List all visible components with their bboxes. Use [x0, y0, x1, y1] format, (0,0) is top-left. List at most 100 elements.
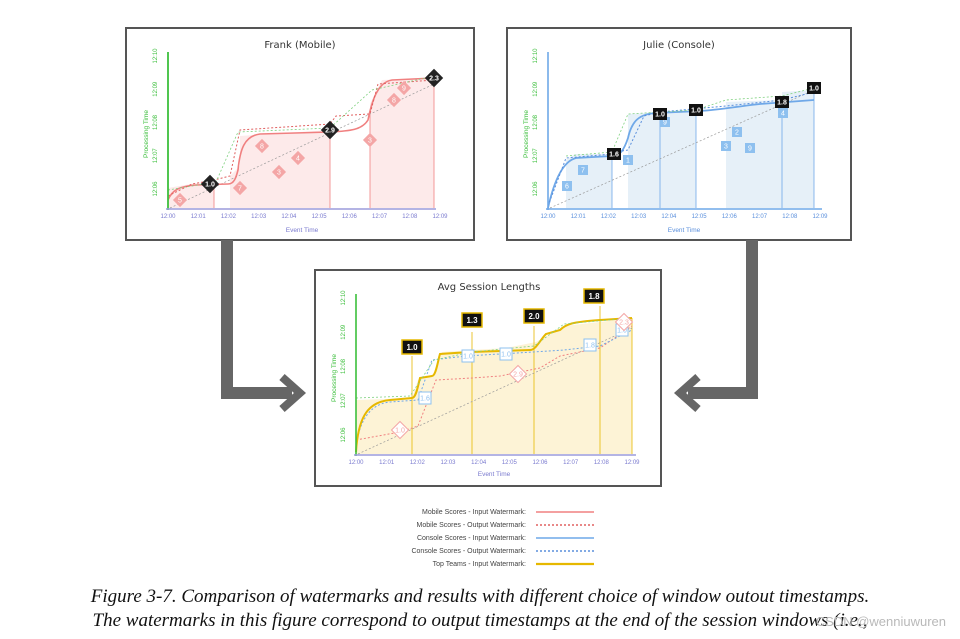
avg-result-marker: [523, 308, 545, 324]
frank-x-tick-label: 12:00: [160, 214, 176, 220]
frank-point-marker: [172, 192, 188, 208]
avg-result-label: 2.0: [528, 312, 540, 321]
legend-label: Console Scores - Input Watermark:: [417, 535, 526, 542]
frank-result-marker: [200, 174, 220, 194]
right-arrowhead: [673, 374, 701, 412]
avg-input-label: 1.0: [463, 354, 473, 361]
avg-x-tick-label: 12:09: [624, 460, 640, 466]
julie-result-label: 1.6: [609, 152, 619, 159]
frank-point-label: 7: [238, 186, 242, 193]
julie-y-tick-label: 12:07: [533, 148, 539, 164]
julie-point-marker: [623, 155, 633, 165]
avg-results: 1.0 1.3 2.0 1.8: [401, 288, 605, 355]
julie-ideal-line: [549, 89, 815, 209]
julie-output-watermark: [547, 91, 815, 207]
avg-result-label: 1.3: [466, 316, 478, 325]
frank-x-tick-label: 12:08: [402, 214, 418, 220]
julie-result-marker: [775, 96, 789, 108]
frank-y-tick-label: 12:08: [153, 114, 159, 130]
frank-x-ticks: 12:00 12:01 12:02 12:03 12:04 12:05 12:06 12:07…: [160, 214, 448, 220]
julie-point-marker: [562, 181, 572, 191]
frank-x-tick-label: 12:03: [251, 214, 267, 220]
avg-y-tick-label: 12:10: [341, 290, 347, 306]
frank-point-marker: [271, 164, 287, 180]
avg-y-tick-label: 12:07: [341, 393, 347, 409]
julie-point-label: 9: [663, 120, 667, 127]
julie-x-tick-label: 12:06: [722, 214, 738, 220]
frank-point-label: 8: [392, 98, 396, 105]
julie-y-axis-label: Processing Time: [523, 110, 530, 158]
frank-point-marker: [290, 150, 306, 166]
avg-session-panel: Avg Session Lengths Processing Time Even…: [314, 269, 662, 487]
frank-x-tick-label: 12:07: [372, 214, 388, 220]
avg-y-ticks: 12:06 12:07 12:08 12:09 12:10: [341, 290, 347, 443]
legend-label: Console Scores - Output Watermark:: [411, 548, 526, 555]
julie-window-fill-2: [628, 112, 660, 208]
avg-input-marker: [499, 347, 513, 361]
frank-result-marker: [320, 120, 340, 140]
avg-x-tick-label: 12:06: [532, 460, 548, 466]
avg-input-label: 2.9: [513, 372, 523, 379]
julie-x-tick-label: 12:02: [601, 214, 617, 220]
julie-point-marker: [578, 165, 588, 175]
julie-result-label: 1.0: [655, 112, 665, 119]
frank-x-tick-label: 12:05: [312, 214, 328, 220]
julie-x-tick-label: 12:09: [812, 214, 828, 220]
julie-x-tick-label: 12:04: [661, 214, 677, 220]
frank-x-axis-label: Event Time: [286, 227, 319, 234]
frank-mobile-panel: Frank (Mobile) Processing Time Event Tim…: [125, 27, 475, 241]
avg-input-label: 2.3: [619, 320, 629, 327]
avg-input-label: 1.0: [395, 428, 405, 435]
julie-data-points: 6 7 1 9 32 9 4: [562, 108, 788, 191]
julie-point-marker: [745, 143, 755, 153]
avg-input-label: 1.6: [420, 396, 430, 403]
frank-x-tick-label: 12:04: [281, 214, 297, 220]
avg-input-marker: [461, 349, 475, 363]
julie-window-fill-5: [782, 90, 814, 208]
frank-x-tick-label: 12:09: [432, 214, 448, 220]
legend-label: Mobile Scores - Input Watermark:: [422, 509, 526, 516]
julie-x-tick-label: 12:05: [692, 214, 708, 220]
julie-point-marker: [778, 108, 788, 118]
julie-point-label: 9: [748, 146, 752, 153]
frank-y-tick-label: 12:09: [153, 81, 159, 97]
julie-point-label: 2: [735, 130, 739, 137]
frank-point-marker: [386, 92, 402, 108]
frank-point-label: 3: [368, 138, 372, 145]
julie-window-fill-4: [726, 100, 782, 208]
julie-point-label: 4: [781, 111, 785, 118]
avg-result-marker: [461, 312, 483, 328]
julie-result-marker: [807, 82, 821, 94]
avg-input-marker: [418, 391, 432, 405]
julie-point-marker: [660, 117, 670, 127]
avg-x-tick-label: 12:04: [471, 460, 487, 466]
right-connector-arrow: [688, 240, 758, 399]
frank-y-tick-label: 12:07: [153, 148, 159, 164]
julie-point-label: 7: [581, 168, 585, 175]
avg-result-label: 1.8: [588, 292, 600, 301]
avg-x-tick-label: 12:07: [563, 460, 579, 466]
julie-window-fill-1: [566, 154, 612, 208]
frank-y-axis-label: Processing Time: [143, 110, 150, 158]
avg-result-marker: [583, 288, 605, 304]
frank-point-marker: [362, 132, 378, 148]
julie-result-label: 1.8: [777, 100, 787, 107]
julie-y-tick-label: 12:09: [533, 81, 539, 97]
julie-point-label: 3: [724, 144, 728, 151]
avg-result-marker: [401, 339, 423, 355]
frank-y-tick-label: 12:10: [153, 48, 159, 64]
frank-result-label: 2.3: [429, 76, 439, 83]
julie-results: 1.6 1.0 1.0 1.8 1.0: [607, 82, 821, 160]
julie-point-marker: [732, 127, 742, 137]
avg-x-axis-label: Event Time: [478, 471, 511, 478]
julie-y-tick-label: 12:08: [533, 114, 539, 130]
avg-input-label: 1.0: [501, 352, 511, 359]
frank-input-watermark: [167, 77, 435, 201]
frank-result-label: 1.0: [205, 182, 215, 189]
frank-y-ticks: 12:06 12:07 12:08 12:09 12:10: [153, 48, 159, 197]
frank-y-tick-label: 12:06: [153, 181, 159, 197]
julie-input-watermark: [547, 99, 815, 209]
julie-result-marker: [689, 104, 703, 116]
